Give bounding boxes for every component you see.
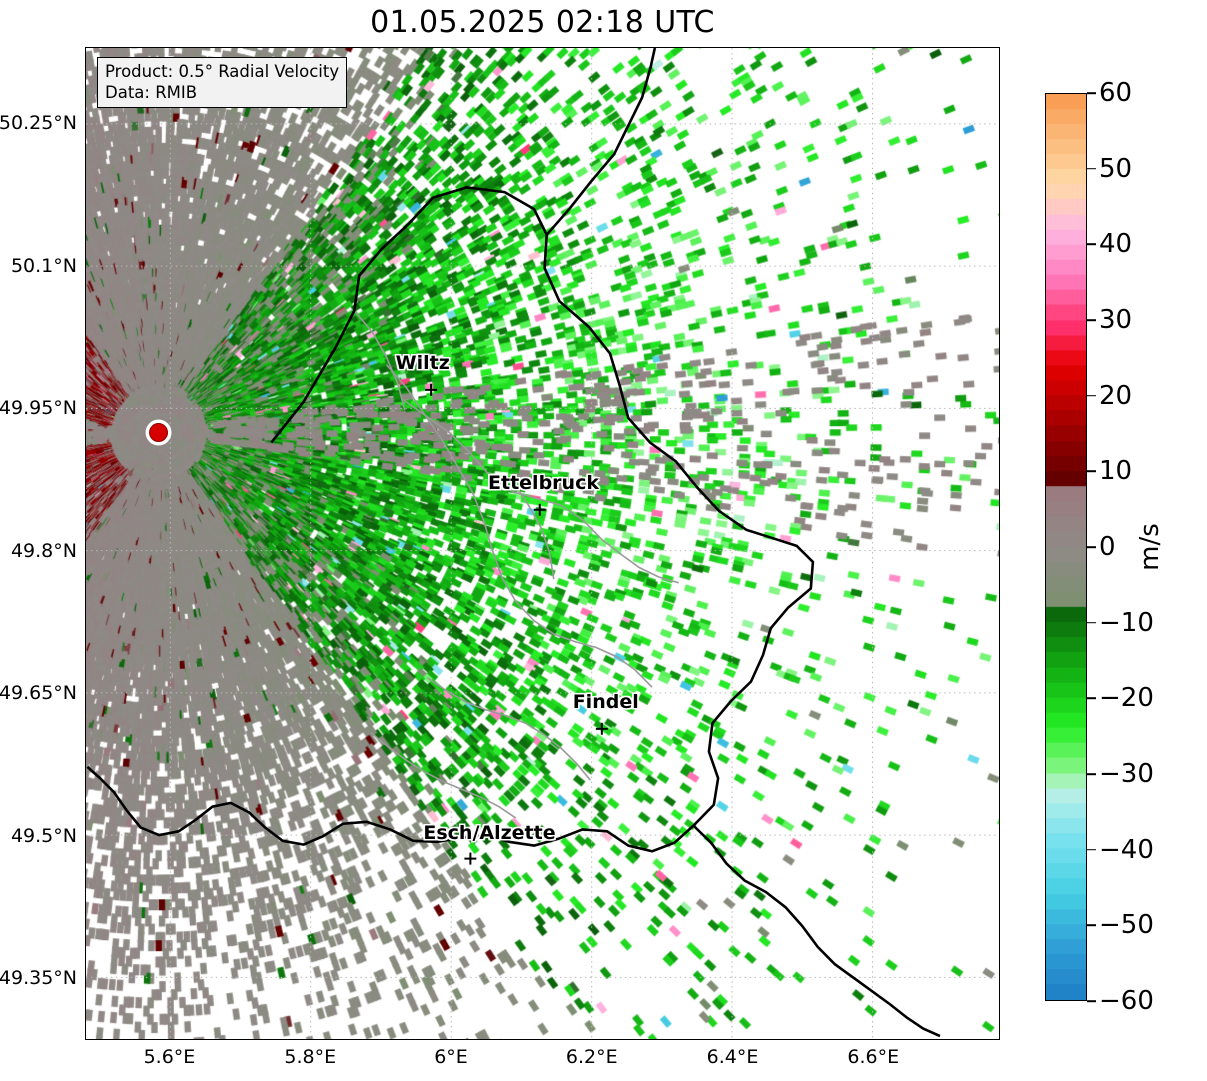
longitude-tick-label: 6.6°E <box>847 1046 900 1068</box>
colorbar-tick-mark <box>1087 243 1096 246</box>
colorbar-tick-mark <box>1087 92 1096 94</box>
colorbar-tick-mark <box>1087 394 1096 397</box>
colorbar-axis-label: m/s <box>1135 523 1165 571</box>
info-product-line: Product: 0.5° Radial Velocity <box>105 62 340 81</box>
colorbar-tick-mark <box>1087 546 1096 548</box>
colorbar-tick-label: 30 <box>1099 305 1133 335</box>
city-label-ettelbruck: Ettelbruck <box>488 471 599 494</box>
colorbar-tick-label: 50 <box>1099 153 1133 184</box>
latitude-tick-label: 49.65°N <box>0 682 77 705</box>
longitude-tick-label: 5.8°E <box>284 1046 337 1068</box>
colorbar-tick-label: −60 <box>1099 986 1154 1016</box>
radar-reflectivity-layer <box>86 48 999 1039</box>
colorbar-tick-label: 60 <box>1099 78 1133 108</box>
city-label-wiltz: Wiltz <box>395 351 450 374</box>
city-label-esch-alzette: Esch/Alzette <box>423 822 556 845</box>
colorbar-tick-mark <box>1087 167 1096 170</box>
colorbar-tick-mark <box>1087 470 1096 473</box>
colorbar-tick-mark <box>1087 319 1096 321</box>
colorbar-gradient <box>1046 94 1086 1000</box>
latitude-tick-label: 50.25°N <box>0 112 77 135</box>
latitude-tick-label: 49.95°N <box>0 397 77 420</box>
colorbar-tick-label: −40 <box>1099 834 1154 865</box>
longitude-tick-label: 5.6°E <box>143 1046 196 1068</box>
map-plot-area[interactable]: Product: 0.5° Radial Velocity Data: RMIB… <box>85 47 1000 1040</box>
latitude-tick-label: 50.1°N <box>10 254 77 277</box>
info-data-line: Data: RMIB <box>105 83 198 102</box>
page-title: 01.05.2025 02:18 UTC <box>370 5 715 40</box>
colorbar-tick-mark <box>1087 848 1096 851</box>
colorbar-tick-label: 10 <box>1099 456 1133 487</box>
colorbar-tick-label: 0 <box>1099 532 1116 562</box>
velocity-colorbar[interactable] <box>1045 93 1087 1001</box>
colorbar-tick-mark <box>1087 697 1096 700</box>
longitude-tick-label: 6.2°E <box>565 1046 618 1068</box>
map-overlay-layer <box>86 48 999 1039</box>
colorbar-tick-label: 40 <box>1099 229 1133 260</box>
longitude-tick-label: 6.4°E <box>706 1046 759 1068</box>
info-box: Product: 0.5° Radial Velocity Data: RMIB <box>97 57 348 108</box>
latitude-tick-label: 49.35°N <box>0 967 77 990</box>
city-label-findel: Findel <box>572 691 639 714</box>
colorbar-tick-label: −30 <box>1099 759 1154 789</box>
colorbar-tick-label: −10 <box>1099 607 1154 638</box>
latitude-tick-label: 49.8°N <box>10 539 77 562</box>
colorbar-tick-mark <box>1087 924 1096 927</box>
colorbar-tick-label: −20 <box>1099 683 1154 714</box>
colorbar-tick-label: 20 <box>1099 380 1133 411</box>
longitude-tick-label: 6°E <box>434 1046 468 1068</box>
colorbar-tick-mark <box>1087 1000 1096 1002</box>
colorbar-tick-label: −50 <box>1099 910 1154 941</box>
colorbar-tick-mark <box>1087 773 1096 775</box>
colorbar-tick-mark <box>1087 621 1096 624</box>
latitude-tick-label: 49.5°N <box>10 824 77 847</box>
